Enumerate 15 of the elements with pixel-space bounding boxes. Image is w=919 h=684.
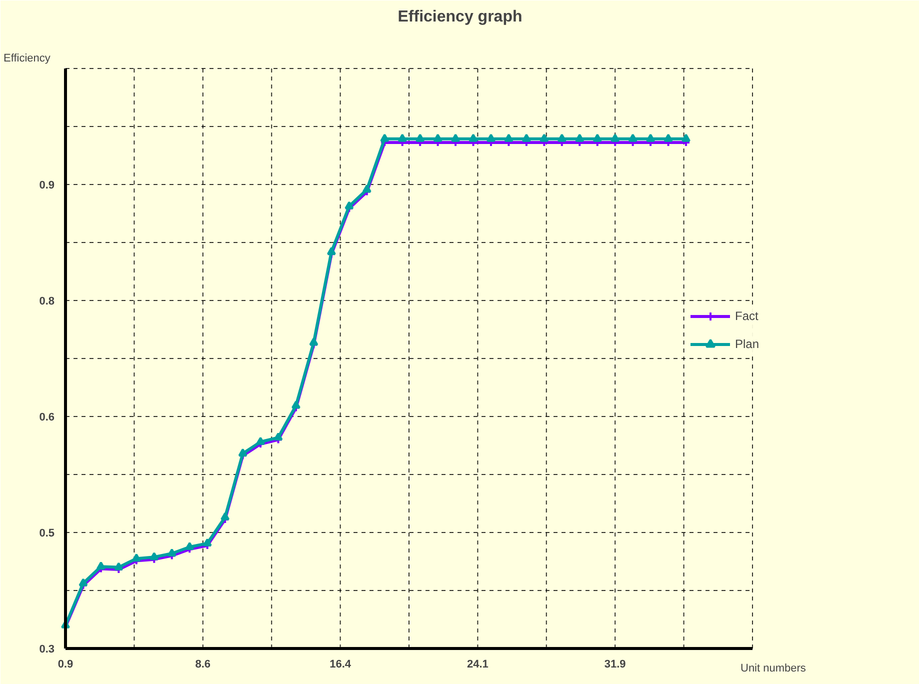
y-tick-label: 0.8 xyxy=(39,296,55,308)
x-tick-label: 31.9 xyxy=(604,658,626,670)
y-tick-label: 0.3 xyxy=(39,644,55,656)
x-tick-label: 24.1 xyxy=(466,658,488,670)
x-tick-label: 16.4 xyxy=(330,658,352,670)
y-tick-label: 0.5 xyxy=(39,528,55,540)
y-axis-title: Efficiency xyxy=(4,52,51,64)
y-tick-label: 0.6 xyxy=(39,412,55,424)
y-tick-label: 0.9 xyxy=(39,180,55,192)
x-axis-title: Unit numbers xyxy=(740,662,806,674)
x-tick-label: 0.9 xyxy=(58,658,74,670)
legend-label: Fact xyxy=(735,309,758,323)
legend-label: Plan xyxy=(735,337,760,351)
chart-title: Efficiency graph xyxy=(398,8,522,26)
x-tick-label: 8.6 xyxy=(195,658,211,670)
